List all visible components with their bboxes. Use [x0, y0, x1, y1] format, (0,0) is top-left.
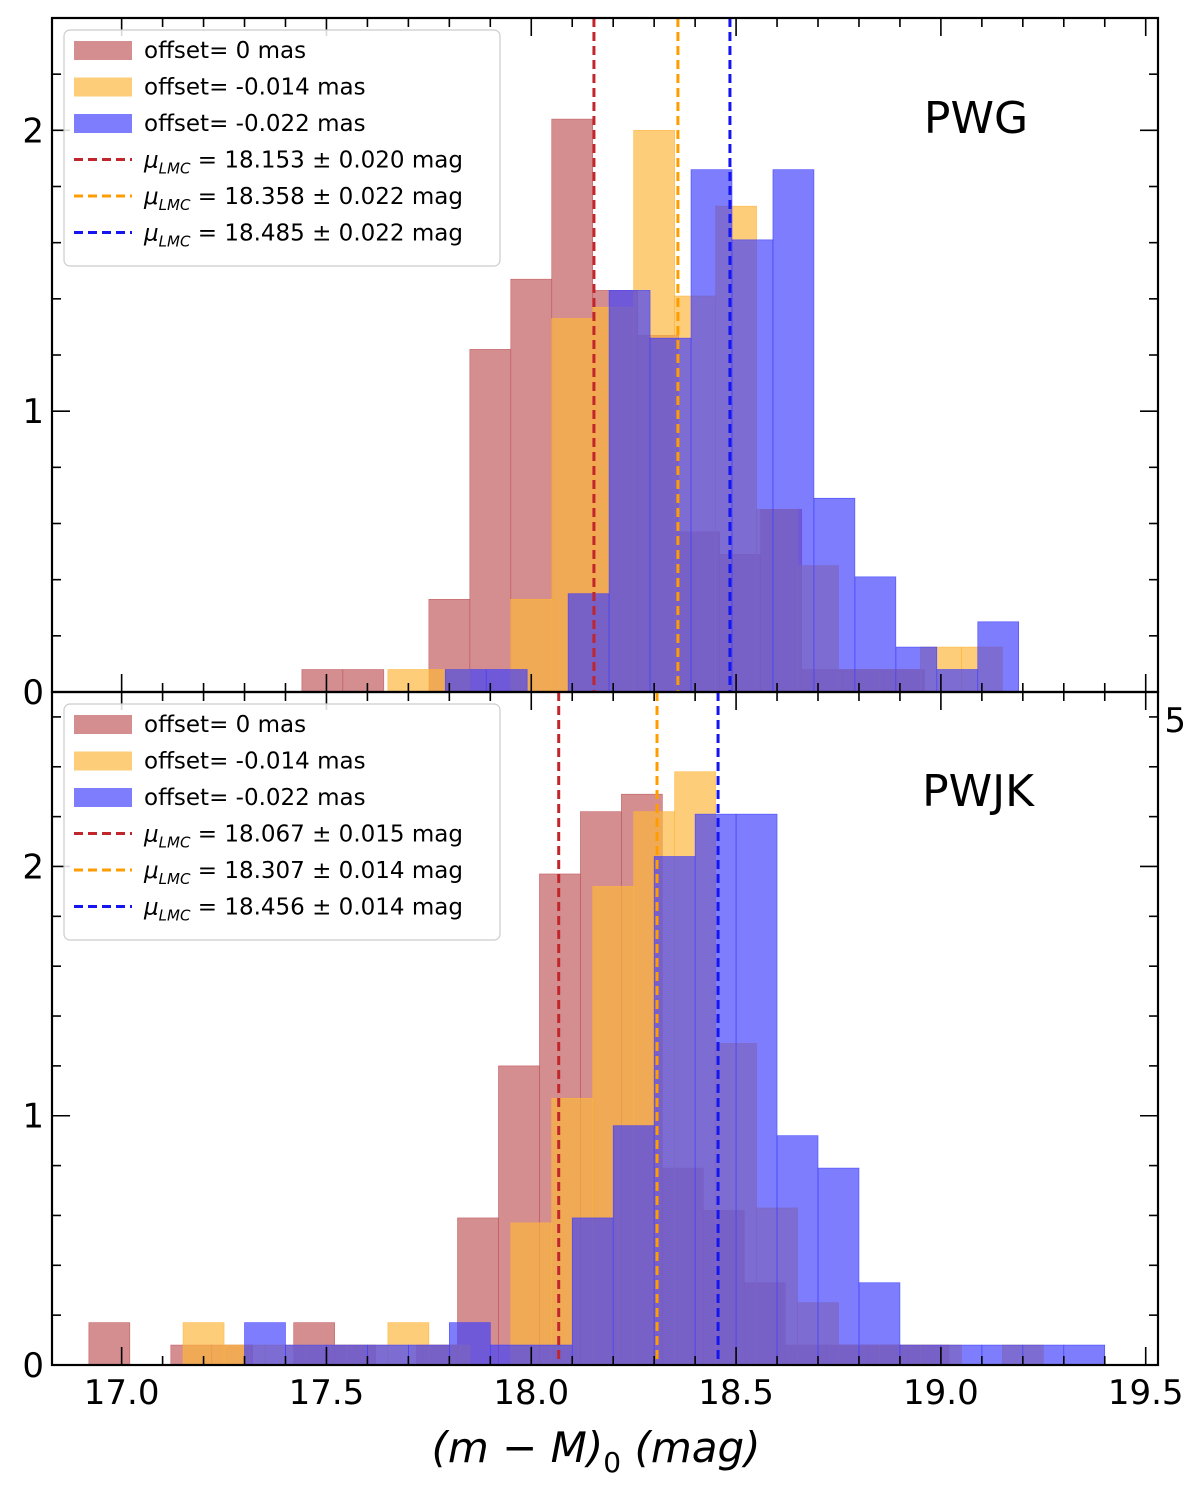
legend-label: μLMC = 18.456 ± 0.014 mag: [143, 895, 463, 925]
histogram-bar: [444, 669, 487, 693]
histogram-bar: [490, 1344, 532, 1366]
histogram-bar: [977, 621, 1020, 693]
histogram-bar: [285, 1344, 327, 1366]
legend-swatch: [74, 788, 132, 807]
legend-box: [63, 703, 501, 941]
histogram-bar: [612, 1125, 655, 1366]
histogram-bar: [690, 169, 733, 693]
legend-label: μLMC = 18.153 ± 0.020 mag: [143, 148, 463, 178]
legend-box: [63, 29, 501, 267]
histogram-bar: [1022, 1344, 1065, 1366]
histogram-bar: [981, 1344, 1024, 1366]
legend-label: offset= 0 mas: [144, 38, 306, 64]
x-tick-label: 18.0: [493, 1373, 569, 1413]
x-tick-label: 19.0: [903, 1373, 979, 1413]
legend-label: offset= -0.014 mas: [144, 75, 366, 101]
histogram-bar: [649, 337, 692, 693]
histogram-bar: [608, 290, 651, 693]
histogram-bar: [854, 576, 897, 693]
stray-tick-label: 5: [1164, 701, 1186, 741]
histogram-bar: [367, 1344, 409, 1366]
y-tick-label: 2: [22, 847, 44, 887]
histogram-bar: [571, 1217, 614, 1366]
histogram-bar: [899, 1344, 942, 1366]
histogram-bar: [485, 669, 528, 693]
histogram-bar: [326, 1344, 368, 1366]
panel-label: PWJK: [922, 766, 1035, 817]
axes-frame: [50, 690, 1160, 1367]
legend-swatch: [74, 77, 132, 97]
legend-label: offset= -0.022 mas: [144, 111, 366, 137]
y-tick-label: 2: [22, 111, 44, 151]
legend-label: offset= 0 mas: [144, 712, 306, 738]
histogram-bar: [694, 813, 737, 1366]
histogram-bar: [895, 646, 938, 693]
histogram-bar: [772, 169, 815, 693]
panel-label: PWG: [924, 93, 1028, 144]
y-tick-label: 0: [22, 1346, 44, 1386]
histogram-bar: [408, 1344, 450, 1366]
x-tick-label: 19.5: [1108, 1373, 1184, 1413]
y-tick-label: 1: [22, 392, 44, 432]
series-2: [244, 813, 1106, 1366]
legend-label: offset= -0.014 mas: [144, 749, 366, 775]
legend: offset= 0 mas offset= -0.014 mas offset= -…: [63, 703, 501, 941]
histogram-bar: [510, 1222, 553, 1366]
histogram-bar: [813, 497, 856, 693]
histogram-bar: [936, 669, 979, 693]
histogram-bar: [567, 593, 610, 693]
legend-label: μLMC = 18.485 ± 0.022 mag: [143, 221, 463, 251]
legend-label: μLMC = 18.067 ± 0.015 mag: [143, 822, 463, 852]
histogram-bar: [735, 813, 778, 1366]
histogram-bar: [731, 239, 774, 693]
histogram-bar: [776, 1135, 819, 1366]
histogram-bar: [88, 1322, 131, 1366]
x-tick-label: 18.5: [698, 1373, 774, 1413]
histogram-bar: [301, 669, 344, 693]
x-axis-label: (m − M)0 (mag): [431, 1423, 760, 1479]
legend-swatch: [74, 715, 132, 734]
histogram-bar: [817, 1167, 860, 1366]
legend-swatch: [74, 751, 132, 771]
histogram-bar: [244, 1322, 286, 1366]
histogram-bar: [530, 1344, 573, 1366]
x-tick-label: 17.5: [289, 1373, 365, 1413]
x-tick-label: 17.0: [84, 1373, 160, 1413]
legend-label: offset= -0.022 mas: [144, 785, 366, 811]
histogram-bar: [653, 856, 696, 1366]
histogram-bar: [342, 669, 385, 693]
histogram-bar: [940, 1344, 983, 1366]
histogram-bar: [449, 1322, 491, 1366]
legend-swatch: [74, 41, 132, 60]
legend-swatch: [74, 114, 132, 133]
shared-axis: 17.0 17.5 18.0 18.5 19.0 19.5 5 (m − M)0 (mag): [84, 701, 1186, 1479]
legend-label: μLMC = 18.307 ± 0.014 mag: [143, 858, 463, 888]
histogram-bar: [1063, 1344, 1106, 1366]
histogram-bar: [858, 1282, 901, 1366]
y-tick-label: 0: [22, 673, 44, 713]
y-tick-label: 1: [22, 1097, 44, 1137]
legend-label: μLMC = 18.358 ± 0.022 mag: [143, 184, 463, 214]
histogram-bar: [469, 349, 512, 693]
legend: offset= 0 mas offset= -0.014 mas offset= -…: [63, 29, 501, 267]
series-2: [444, 169, 1020, 693]
